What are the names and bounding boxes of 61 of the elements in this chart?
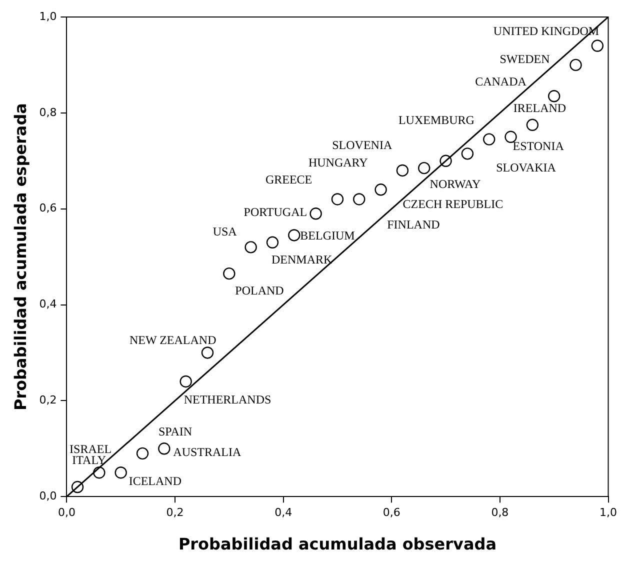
x-tick-label: 0,2 [166,506,184,520]
point [136,447,149,460]
point [114,466,127,479]
point [374,184,387,196]
point [504,130,517,143]
point [71,480,84,494]
annotation: USA [212,224,238,238]
point [310,208,322,220]
point [526,118,539,132]
x-tick-label: 1,0 [600,506,618,520]
point [223,267,236,280]
point [353,193,366,206]
point [483,133,496,146]
annotation: POLAND [235,284,284,298]
point [93,466,106,479]
x-axis-title: Probabilidad acumulada observada [178,534,497,554]
annotation: ESTONIA [512,139,564,154]
annotation: SWEDEN [500,52,550,66]
annotation: NORWAY [430,177,482,192]
annotation: CANADA [475,74,527,88]
annotation: SPAIN [158,424,192,439]
point [440,154,452,167]
annotation: IRELAND [513,101,566,116]
y-tick-label: 0,8 [39,106,57,119]
point [331,193,344,206]
point [396,164,409,177]
point [570,58,582,72]
y-tick-label: 1,0 [39,10,57,23]
x-tick-label: 0,4 [274,506,292,520]
annotation: SLOVAKIA [496,160,556,174]
point [244,241,257,254]
y-tick-label: 0,4 [39,298,57,311]
point [266,236,279,249]
x-tick-label: 0,0 [58,506,76,520]
annotation: NETHERLANDS [184,392,272,407]
annotation: CZECH REPUBLIC [402,196,504,211]
y-axis-title: Probabilidad acumulada esperada [10,103,30,411]
point [548,90,560,102]
y-tick-label: 0,6 [39,202,57,215]
point [288,229,300,242]
point [158,442,170,455]
annotation: HUNGARY [308,156,368,170]
annotation: DENMARK [271,252,332,267]
x-tick-label: 0,8 [491,506,509,520]
annotation: SLOVENIA [332,138,392,152]
x-tick-label: 0,6 [382,506,400,520]
annotation: NEW ZEALAND [130,332,217,347]
annotation: GREECE [265,172,312,186]
annotation: PORTUGAL [244,204,308,219]
point [461,148,474,160]
annotation: AUSTRALIA [173,444,242,459]
annotation: ICELAND [128,474,182,488]
point [201,346,214,359]
point [418,162,430,174]
y-tick-label: 0,0 [39,489,57,502]
annotation: LUXEMBURG [398,112,475,127]
point [591,40,604,52]
y-tick-label: 0,2 [39,394,57,407]
point [180,375,192,388]
annotation: BELGIUM [300,228,356,242]
annotation: FINLAND [387,217,440,232]
